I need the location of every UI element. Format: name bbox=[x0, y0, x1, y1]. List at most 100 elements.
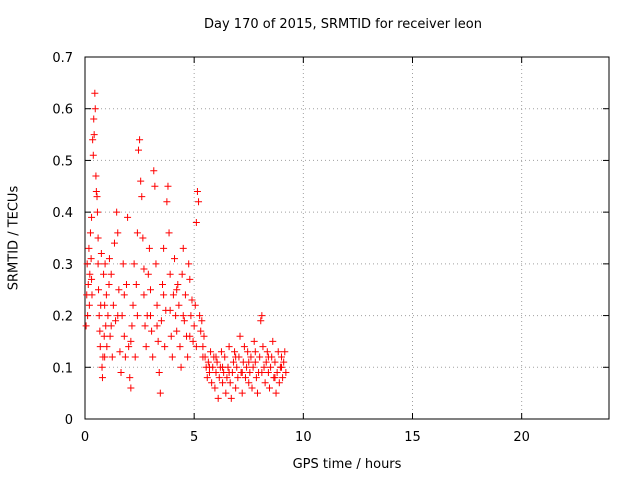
data-point bbox=[250, 337, 258, 345]
data-point bbox=[173, 286, 181, 294]
data-point bbox=[88, 275, 96, 283]
data-point bbox=[115, 286, 123, 294]
data-point bbox=[267, 363, 275, 371]
data-point bbox=[124, 213, 132, 221]
data-point bbox=[248, 384, 256, 392]
x-tick-label: 5 bbox=[190, 430, 198, 445]
y-tick-label: 0.1 bbox=[52, 361, 73, 376]
data-point bbox=[98, 374, 106, 382]
data-point bbox=[133, 229, 141, 237]
data-point bbox=[279, 374, 287, 382]
data-point bbox=[232, 353, 240, 361]
x-axis-label: GPS time / hours bbox=[292, 457, 402, 472]
data-point bbox=[108, 353, 116, 361]
data-point bbox=[232, 384, 240, 392]
data-point bbox=[251, 348, 259, 356]
data-point bbox=[262, 358, 270, 366]
data-point bbox=[246, 368, 254, 376]
data-point bbox=[98, 363, 106, 371]
data-point bbox=[211, 384, 219, 392]
data-point bbox=[186, 332, 194, 340]
data-point bbox=[192, 218, 200, 226]
data-point bbox=[116, 348, 124, 356]
data-point bbox=[238, 368, 246, 376]
data-point bbox=[181, 291, 189, 299]
data-point bbox=[166, 306, 174, 314]
data-point bbox=[113, 208, 121, 216]
x-tick-label: 15 bbox=[404, 430, 421, 445]
data-point bbox=[280, 358, 288, 366]
data-point bbox=[86, 270, 94, 278]
y-tick-label: 0.4 bbox=[52, 206, 73, 221]
data-point bbox=[229, 358, 237, 366]
data-point bbox=[91, 89, 99, 97]
data-point bbox=[163, 198, 171, 206]
data-point bbox=[106, 332, 114, 340]
data-point bbox=[150, 167, 158, 175]
data-point bbox=[129, 301, 137, 309]
data-point bbox=[199, 353, 207, 361]
data-point bbox=[149, 353, 157, 361]
data-point bbox=[83, 260, 91, 268]
y-tick-label: 0.5 bbox=[52, 154, 73, 169]
data-point bbox=[114, 312, 122, 320]
y-axis-label: SRMTID / TECUs bbox=[6, 185, 22, 291]
data-point bbox=[136, 136, 144, 144]
data-point bbox=[138, 193, 146, 201]
data-point bbox=[244, 348, 252, 356]
data-point bbox=[178, 270, 186, 278]
data-point bbox=[100, 332, 108, 340]
data-point bbox=[121, 353, 129, 361]
axis-ticks: 0 0.1 0.2 0.3 0.4 0.5 0.6 0.7 0 5 10 15 20 bbox=[52, 51, 609, 445]
data-point bbox=[117, 368, 125, 376]
data-point bbox=[166, 270, 174, 278]
data-point bbox=[134, 146, 142, 154]
data-point bbox=[130, 260, 138, 268]
data-point bbox=[93, 208, 101, 216]
data-point bbox=[147, 312, 154, 320]
data-point bbox=[214, 394, 222, 402]
data-point bbox=[137, 177, 145, 185]
data-point bbox=[212, 353, 220, 361]
data-point bbox=[219, 363, 227, 371]
data-point bbox=[256, 353, 264, 361]
data-point bbox=[245, 379, 253, 387]
data-point bbox=[278, 353, 285, 361]
data-point bbox=[164, 182, 172, 190]
data-point bbox=[151, 182, 159, 190]
data-point bbox=[253, 389, 261, 397]
data-point bbox=[188, 296, 196, 304]
data-point bbox=[191, 301, 199, 309]
data-point bbox=[93, 193, 101, 201]
data-point bbox=[169, 291, 177, 299]
data-point bbox=[159, 281, 167, 289]
data-point bbox=[221, 353, 229, 361]
data-point bbox=[110, 239, 118, 247]
data-point bbox=[203, 374, 211, 382]
data-point bbox=[175, 301, 183, 309]
data-point bbox=[226, 379, 234, 387]
data-point bbox=[193, 187, 201, 195]
data-point bbox=[245, 358, 253, 366]
data-point bbox=[109, 301, 117, 309]
data-point bbox=[227, 394, 235, 402]
data-point bbox=[282, 368, 290, 376]
data-point bbox=[252, 374, 260, 382]
data-point bbox=[90, 131, 98, 139]
data-point bbox=[95, 286, 103, 294]
data-point bbox=[271, 374, 279, 382]
data-point bbox=[85, 301, 93, 309]
data-point bbox=[259, 343, 267, 351]
data-point bbox=[132, 281, 140, 289]
data-point bbox=[165, 229, 173, 237]
data-point bbox=[187, 312, 195, 320]
data-point bbox=[96, 343, 104, 351]
data-point bbox=[91, 105, 99, 113]
data-point bbox=[199, 343, 207, 351]
data-point bbox=[167, 332, 175, 340]
data-point bbox=[179, 244, 187, 252]
data-point bbox=[263, 348, 271, 356]
data-point bbox=[195, 198, 203, 206]
data-point bbox=[126, 374, 134, 382]
data-point bbox=[192, 343, 200, 351]
